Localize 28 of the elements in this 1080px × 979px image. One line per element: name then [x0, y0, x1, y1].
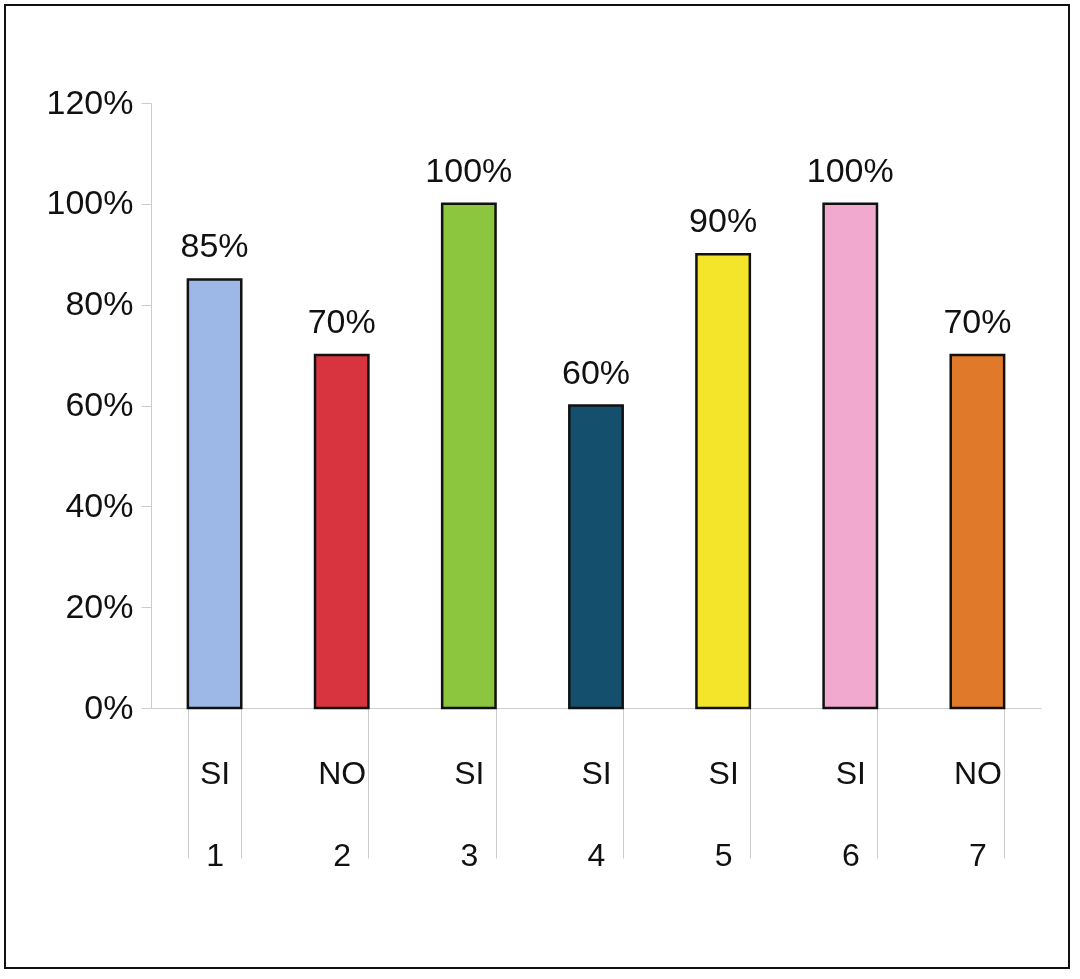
bar — [313, 353, 370, 710]
y-tick-label: 40% — [65, 485, 134, 524]
y-tick-label: 100% — [46, 183, 134, 222]
data-label: 70% — [943, 302, 1012, 341]
category-label: SI 5 — [708, 754, 739, 873]
category-label: SI 1 — [199, 754, 231, 873]
category-label: NO 2 — [318, 754, 367, 873]
data-label: 100% — [806, 150, 894, 189]
category-label: SI 3 — [454, 754, 485, 873]
y-tick-label: 60% — [65, 385, 134, 423]
y-tick-label: 20% — [65, 586, 134, 625]
bar — [440, 202, 497, 710]
bar — [186, 278, 243, 710]
bar — [822, 202, 879, 710]
data-label: 60% — [561, 352, 631, 391]
bar — [949, 353, 1006, 710]
data-label: 70% — [307, 302, 376, 341]
bar — [568, 404, 624, 710]
bar — [695, 253, 752, 710]
data-label: 85% — [180, 226, 249, 265]
y-tick-label: 0% — [84, 687, 134, 726]
category-label: SI 6 — [835, 754, 866, 873]
category-label: NO 7 — [953, 754, 1002, 873]
data-label: 90% — [689, 201, 758, 240]
category-label: SI 4 — [581, 754, 612, 873]
y-tick-label: 120% — [46, 82, 134, 121]
y-tick-label: 80% — [65, 284, 134, 323]
data-label: 100% — [425, 150, 513, 189]
